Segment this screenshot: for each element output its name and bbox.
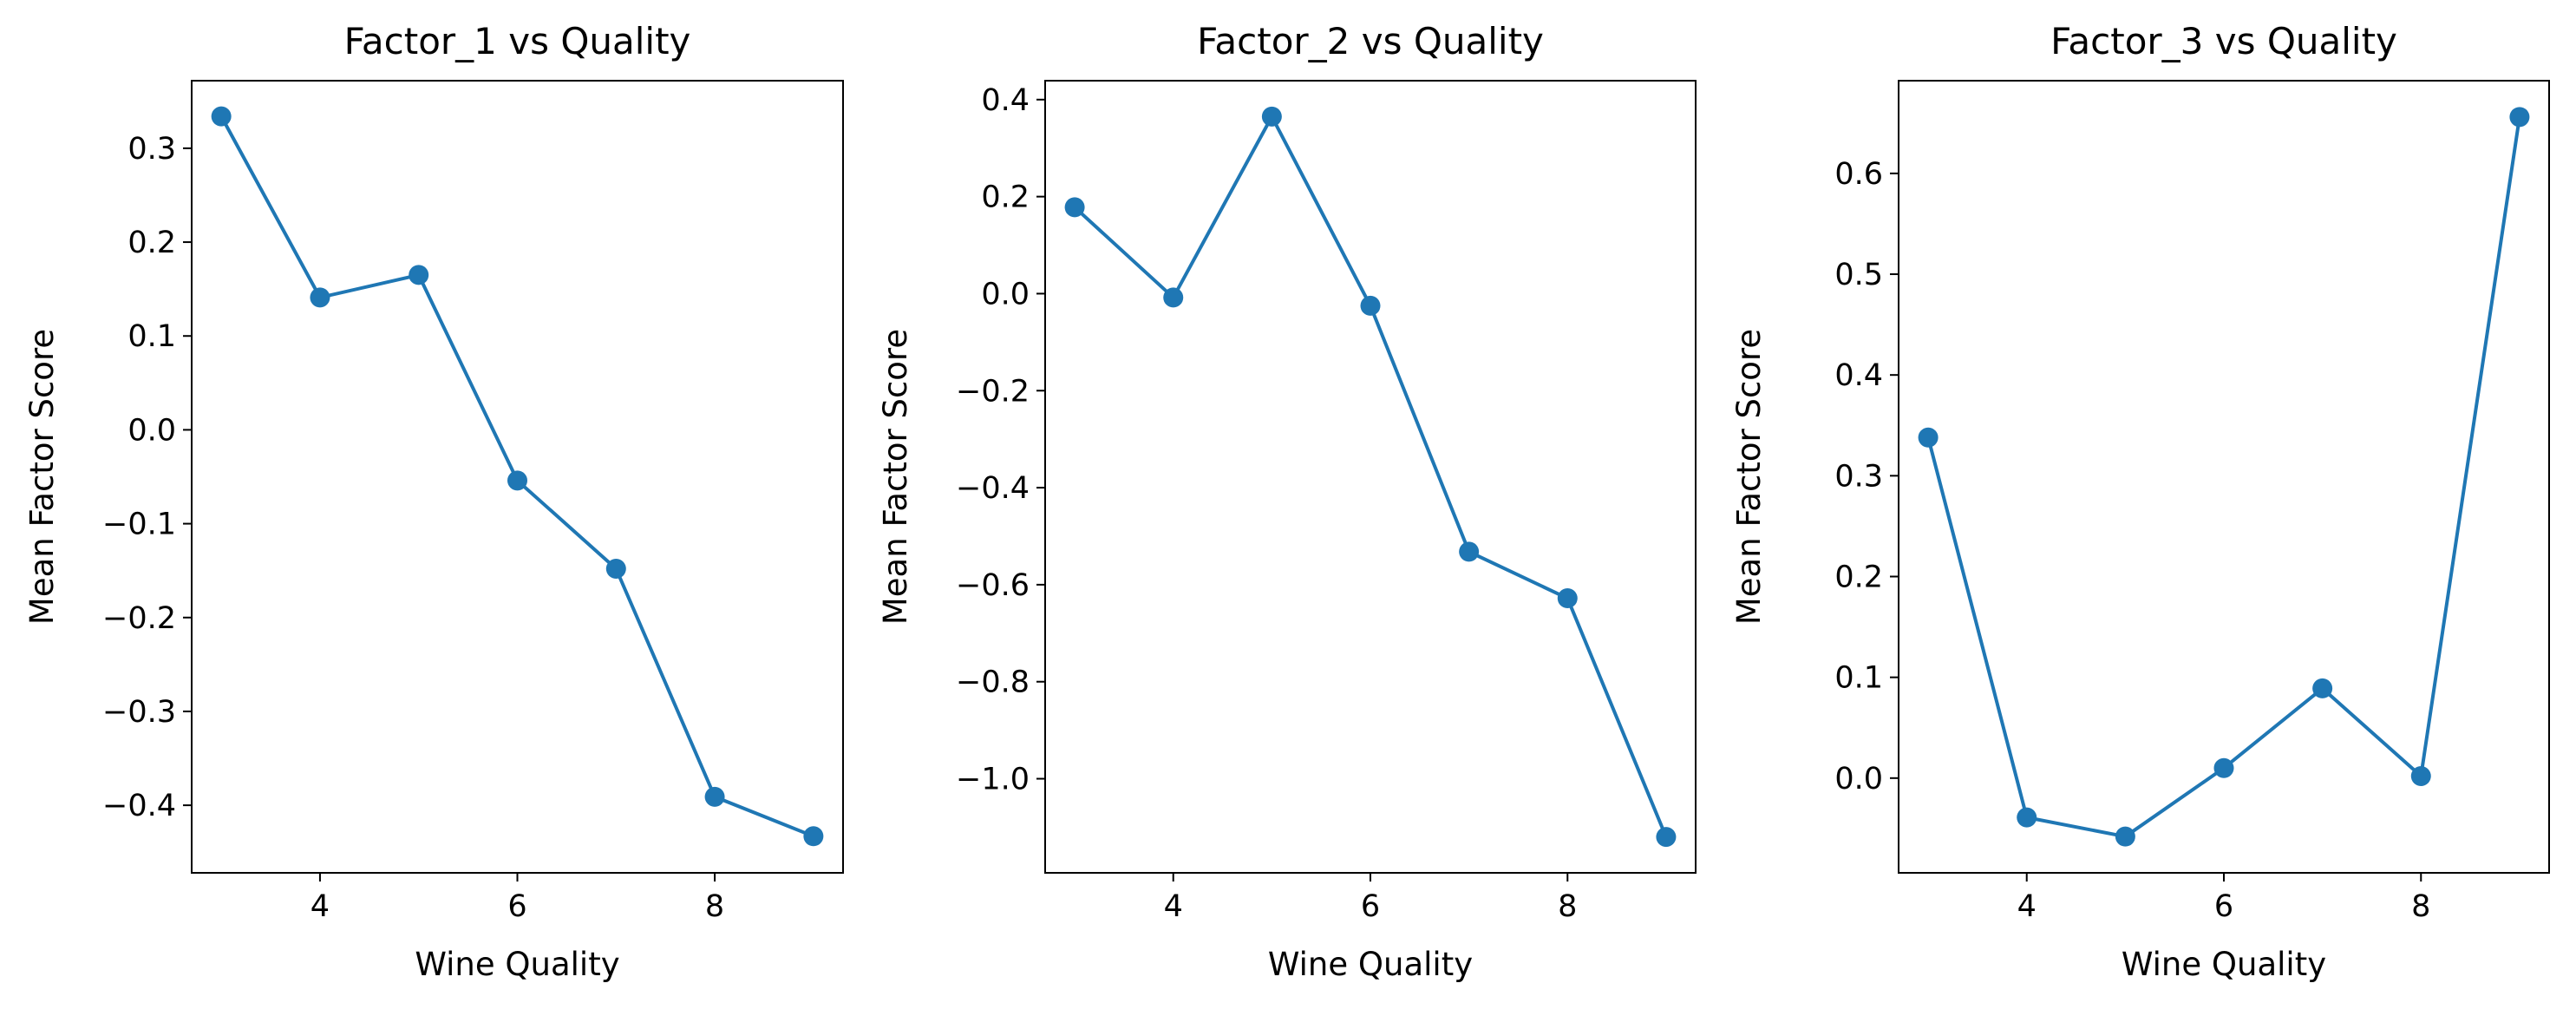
series-line (1073, 115, 1668, 839)
data-point (507, 470, 527, 491)
y-tick-label: 0.4 (981, 83, 1030, 118)
subplot-2: 4 6 8 0.4 0.2 0.0 −0.2 −0.4 −0.6 −0.8 −1.0 Factor_2… (877, 20, 1697, 983)
y-tick-label: −0.6 (956, 568, 1030, 603)
data-point (803, 826, 824, 847)
y-tick-label: 0.0 (127, 413, 176, 448)
y-tick-label: −0.2 (956, 374, 1030, 409)
data-point (2115, 826, 2135, 847)
x-tick-label: 8 (1558, 889, 1577, 924)
y-axis-label: Mean Factor Score (1730, 329, 1768, 625)
y-tick-label: 0.2 (981, 180, 1030, 215)
y-tick-label: 0.0 (981, 277, 1030, 311)
data-point (2410, 765, 2431, 786)
x-tick-label: 4 (311, 889, 330, 924)
y-tick-label: −1.0 (956, 763, 1030, 797)
data-point (704, 786, 725, 807)
data-point (1261, 106, 1282, 127)
series-line (1926, 115, 2521, 839)
y-tick-label: 0.1 (1834, 661, 1883, 696)
y-tick-label: −0.1 (102, 508, 176, 542)
y-tick-label: 0.2 (1834, 560, 1883, 594)
y-tick-label: 0.2 (127, 226, 176, 260)
x-tick-label: 4 (1164, 889, 1183, 924)
data-point (2017, 807, 2037, 828)
axes-frame (1898, 80, 2550, 874)
x-tick-label: 6 (1361, 889, 1380, 924)
data-point (1163, 287, 1184, 308)
y-tick-label: −0.4 (102, 789, 176, 823)
data-point (211, 106, 232, 127)
y-tick-label: −0.4 (956, 471, 1030, 506)
y-tick-label: 0.6 (1834, 157, 1883, 192)
x-axis-label: Wine Quality (1268, 946, 1473, 983)
axes-frame (1044, 80, 1697, 874)
x-axis-label: Wine Quality (2122, 946, 2326, 983)
chart-title: Factor_2 vs Quality (1197, 20, 1544, 62)
x-tick-label: 8 (705, 889, 724, 924)
data-point (310, 287, 330, 308)
x-tick-label: 6 (2214, 889, 2233, 924)
y-tick-label: 0.3 (127, 132, 176, 167)
data-point (1360, 295, 1381, 316)
y-tick-label: 0.5 (1834, 258, 1883, 292)
y-axis-label: Mean Factor Score (23, 329, 61, 625)
y-tick-label: 0.4 (1834, 358, 1883, 393)
y-tick-label: −0.2 (102, 601, 176, 636)
y-tick-label: 0.3 (1834, 459, 1883, 494)
y-tick-label: −0.3 (102, 695, 176, 730)
x-axis-label: Wine Quality (415, 946, 619, 983)
data-point (2312, 678, 2333, 698)
data-point (1459, 541, 1480, 562)
y-tick-label: 0.1 (127, 319, 176, 354)
data-point (1064, 197, 1085, 218)
y-tick-label: 0.0 (1834, 762, 1883, 796)
chart-title: Factor_1 vs Quality (344, 20, 691, 62)
chart-title: Factor_3 vs Quality (2050, 20, 2397, 62)
y-tick-label: −0.8 (956, 665, 1030, 700)
data-point (1656, 827, 1677, 848)
x-tick-label: 8 (2411, 889, 2430, 924)
subplot-3: 4 6 8 0.6 0.5 0.4 0.3 0.2 0.1 0.0 Factor_3 vs Qual… (1730, 20, 2550, 983)
data-point (1918, 427, 1939, 448)
data-point (1557, 588, 1578, 609)
x-tick-label: 6 (507, 889, 526, 924)
x-tick-label: 4 (2017, 889, 2037, 924)
data-point (2213, 757, 2234, 778)
data-point (2509, 107, 2530, 128)
subplot-1: 4 6 8 0.3 0.2 0.1 0.0 −0.1 −0.2 −0.3 −0.4 Factor_1 … (23, 20, 844, 983)
data-point (409, 265, 429, 285)
y-axis-label: Mean Factor Score (877, 329, 914, 625)
data-point (605, 559, 626, 580)
